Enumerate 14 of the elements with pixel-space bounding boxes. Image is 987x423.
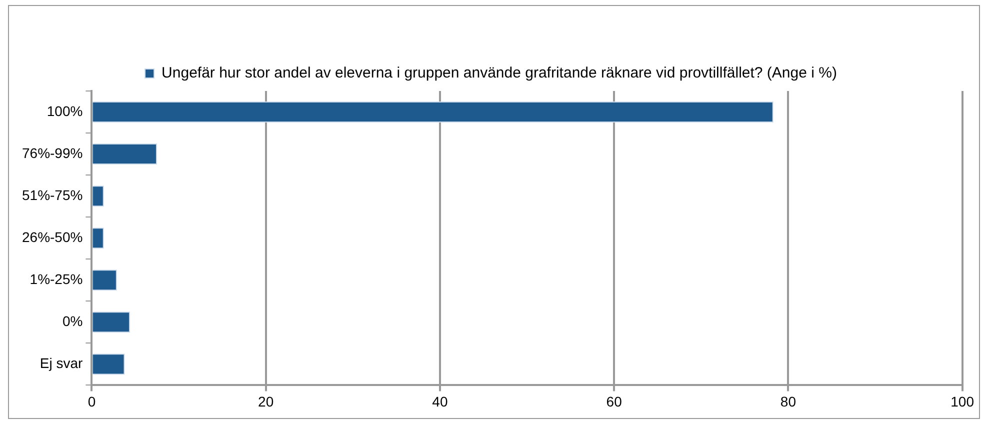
x-tick-label: 100	[950, 393, 974, 410]
x-tick-label: 80	[780, 393, 796, 410]
y-tick-label: 26%-50%	[22, 228, 83, 245]
x-tick-label: 0	[88, 393, 96, 410]
legend-label: Ungefär hur stor andel av eleverna i gruppen använde grafritande räknare vid provtillfället? (Ange i %)	[162, 64, 837, 82]
y-tick-label: 51%-75%	[22, 186, 83, 203]
y-tick-label: 0%	[62, 313, 83, 330]
y-tick-label: 100%	[46, 102, 83, 119]
x-tick-label: 60	[606, 393, 622, 410]
y-tick-label: Ej svar	[40, 355, 84, 372]
x-tick-label: 20	[258, 393, 274, 410]
y-tick-label: 1%-25%	[30, 270, 83, 287]
y-tick-label: 76%-99%	[22, 144, 83, 161]
x-tick-label: 40	[432, 393, 448, 410]
